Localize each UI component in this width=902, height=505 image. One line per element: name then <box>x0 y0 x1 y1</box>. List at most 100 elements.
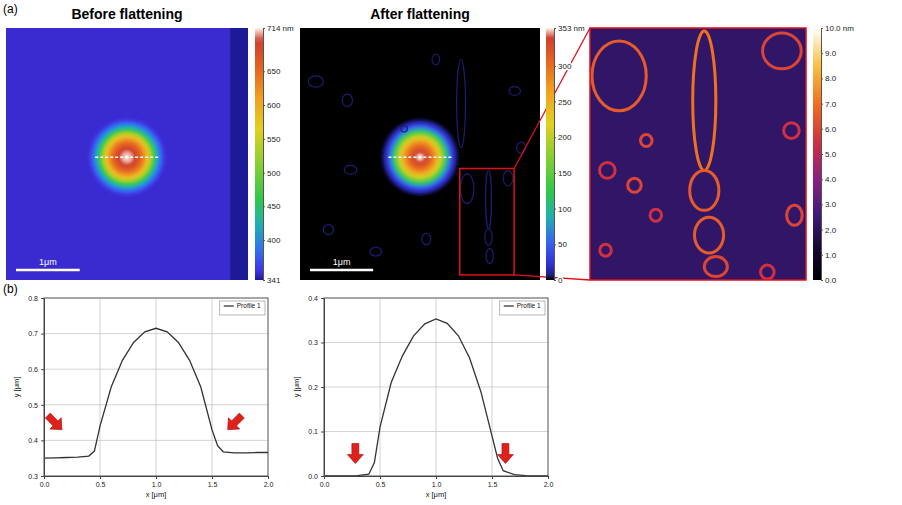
colorbar-tick: 4.0 <box>821 175 837 184</box>
x-tick: 1.0 <box>432 476 442 488</box>
x-tick-mark <box>268 476 269 479</box>
colorbar-axis: 341400450500550600650714 nm <box>263 24 294 285</box>
x-tick-label: 1.0 <box>152 481 162 488</box>
surface-feature <box>517 142 526 153</box>
colorbar-tick-label: 2.0 <box>825 226 837 235</box>
colorbar-tick-label: 10.0 nm <box>825 24 854 33</box>
x-tick-label: 0.0 <box>320 481 330 488</box>
x-tick: 0.0 <box>320 476 330 488</box>
colorbar-axis: 0.01.02.03.04.05.06.07.08.09.010.0 nm <box>821 24 854 285</box>
colorbar-tick: 1.0 <box>821 251 837 260</box>
x-tick: 0.0 <box>40 476 50 488</box>
y-axis: 0.30.40.50.60.70.8 <box>28 295 44 480</box>
plot-background <box>324 298 548 476</box>
colorbar-tick-mark <box>821 104 823 105</box>
colorbar-tick-mark <box>821 28 823 29</box>
x-tick-label: 1.5 <box>208 481 218 488</box>
panel-label: (a) <box>3 2 18 16</box>
colorbar-tick-mark <box>821 78 823 79</box>
colorbar-tick-mark <box>263 206 265 207</box>
colorbar-tick-label: 250 <box>558 98 572 107</box>
colorbar-tick: 9.0 <box>821 49 837 58</box>
scale-bar-label: 1μm <box>39 257 57 267</box>
colorbar-tick-mark <box>821 280 823 281</box>
grid-line-y <box>44 333 268 334</box>
dome <box>88 118 167 197</box>
surface-feature <box>704 257 727 277</box>
surface-feature <box>628 178 642 192</box>
colorbar-tick-label: 5.0 <box>825 150 837 159</box>
legend-swatch <box>224 305 234 306</box>
annotation-arrow <box>222 410 247 435</box>
image-plot <box>6 28 248 280</box>
y-tick: 0.2 <box>308 384 324 391</box>
figure: (a)(b)Before flattening1μm34140045050055… <box>0 0 902 505</box>
x-tick-label: 2.0 <box>544 481 554 488</box>
x-tick-mark <box>548 476 549 479</box>
y-tick: 0.1 <box>308 428 324 435</box>
colorbar-tick-mark <box>263 105 265 106</box>
y-tick-label: 0.0 <box>308 473 318 480</box>
colorbar-tick: 500 <box>263 169 281 178</box>
y-axis-title: y [μm] <box>292 377 301 398</box>
grid-line-y <box>44 440 268 441</box>
colorbar-tick-mark <box>263 28 265 29</box>
y-tick: 0.7 <box>28 330 44 337</box>
surface-feature <box>592 41 646 111</box>
surface-feature <box>323 225 333 235</box>
x-axis-title: x [μm] <box>146 490 167 499</box>
y-tick-mark <box>321 343 324 344</box>
colorbar-tick: 300 <box>554 62 572 71</box>
colorbar-tick-mark <box>821 129 823 130</box>
y-tick-mark <box>321 387 324 388</box>
colorbar-tick-mark <box>554 102 556 103</box>
colorbar-tick-label: 650 <box>267 67 281 76</box>
colorbar-tick-label: 500 <box>267 169 281 178</box>
colorbar-tick: 450 <box>263 202 281 211</box>
dome-ring <box>90 120 164 194</box>
y-tick-label: 0.3 <box>28 473 38 480</box>
y-axis-title: y [μm] <box>12 377 21 398</box>
colorbar-tick-label: 300 <box>558 62 572 71</box>
image-background <box>6 28 248 280</box>
dome-ring <box>388 126 451 189</box>
colorbar-tick-mark <box>554 137 556 138</box>
colorbar-tick-label: 7.0 <box>825 100 837 109</box>
colorbar-tick: 150 <box>554 169 572 178</box>
colorbar-tick-label: 353 nm <box>558 24 585 33</box>
image-band <box>230 28 248 280</box>
surface-feature <box>650 209 662 221</box>
dome-ring <box>383 121 456 194</box>
colorbar-tick-mark <box>263 240 265 241</box>
colorbar-tick: 341 <box>263 276 281 285</box>
colorbar-tick-label: 714 nm <box>267 24 294 33</box>
surface-feature <box>503 171 513 186</box>
dome-ring <box>381 118 459 196</box>
legend-label: Profile 1 <box>517 302 541 309</box>
surface-feature <box>432 54 440 64</box>
colorbar-tick-mark <box>821 230 823 231</box>
profile-curve <box>324 319 548 476</box>
colorbar-tick-label: 9.0 <box>825 49 837 58</box>
grid-line-y <box>324 342 548 343</box>
colorbar-tick: 3.0 <box>821 200 837 209</box>
surface-feature <box>344 165 357 174</box>
x-tick: 1.5 <box>208 476 218 488</box>
label-layer: (a)(b)Before flattening1μm34140045050055… <box>3 2 854 296</box>
annotation-arrow <box>347 444 363 464</box>
grid-line-x <box>156 298 157 476</box>
y-tick-label: 0.7 <box>28 330 38 337</box>
x-tick: 2.0 <box>544 476 554 488</box>
legend-box <box>500 301 545 315</box>
y-tick: 0.0 <box>308 473 324 480</box>
profile-line <box>388 156 451 158</box>
image-title: Before flattening <box>71 6 182 22</box>
dome-ring <box>92 122 162 192</box>
surface-feature <box>460 174 474 203</box>
image-layer <box>6 28 806 280</box>
grid <box>44 298 268 476</box>
panel-label: (b) <box>3 282 18 296</box>
colorbar-tick-label: 400 <box>267 236 281 245</box>
image-background <box>300 28 540 280</box>
x-tick-label: 0.0 <box>40 481 50 488</box>
